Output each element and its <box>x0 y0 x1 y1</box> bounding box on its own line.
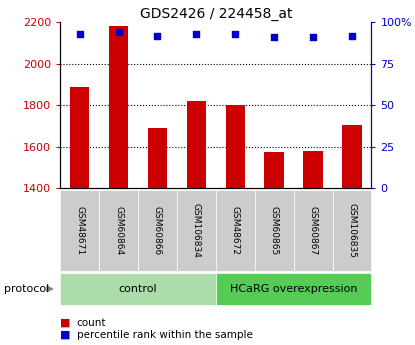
Text: GSM60867: GSM60867 <box>309 206 317 255</box>
Text: GSM106834: GSM106834 <box>192 203 201 258</box>
Bar <box>225 105 245 188</box>
Point <box>310 34 316 40</box>
Point <box>232 31 239 37</box>
Bar <box>187 101 206 188</box>
Text: GSM60864: GSM60864 <box>114 206 123 255</box>
Bar <box>303 151 323 188</box>
Text: GSM48671: GSM48671 <box>75 206 84 255</box>
Text: protocol: protocol <box>4 284 49 294</box>
Bar <box>109 26 128 188</box>
Text: GSM60866: GSM60866 <box>153 206 162 255</box>
Text: percentile rank within the sample: percentile rank within the sample <box>77 330 253 339</box>
Point <box>76 31 83 37</box>
Bar <box>70 87 89 188</box>
Text: GSM60865: GSM60865 <box>270 206 278 255</box>
Text: count: count <box>77 318 106 327</box>
Text: ■: ■ <box>60 318 71 327</box>
Point <box>154 33 161 38</box>
Point <box>271 34 278 40</box>
Text: ■: ■ <box>60 330 71 339</box>
Bar <box>342 125 362 188</box>
Bar <box>148 128 167 188</box>
Text: GSM106835: GSM106835 <box>347 203 356 258</box>
Text: control: control <box>119 284 157 294</box>
Title: GDS2426 / 224458_at: GDS2426 / 224458_at <box>139 7 292 21</box>
Point <box>349 33 355 38</box>
Bar <box>264 152 284 188</box>
Point <box>193 31 200 37</box>
Text: HCaRG overexpression: HCaRG overexpression <box>230 284 357 294</box>
Point <box>115 30 122 35</box>
Text: GSM48672: GSM48672 <box>231 206 240 255</box>
